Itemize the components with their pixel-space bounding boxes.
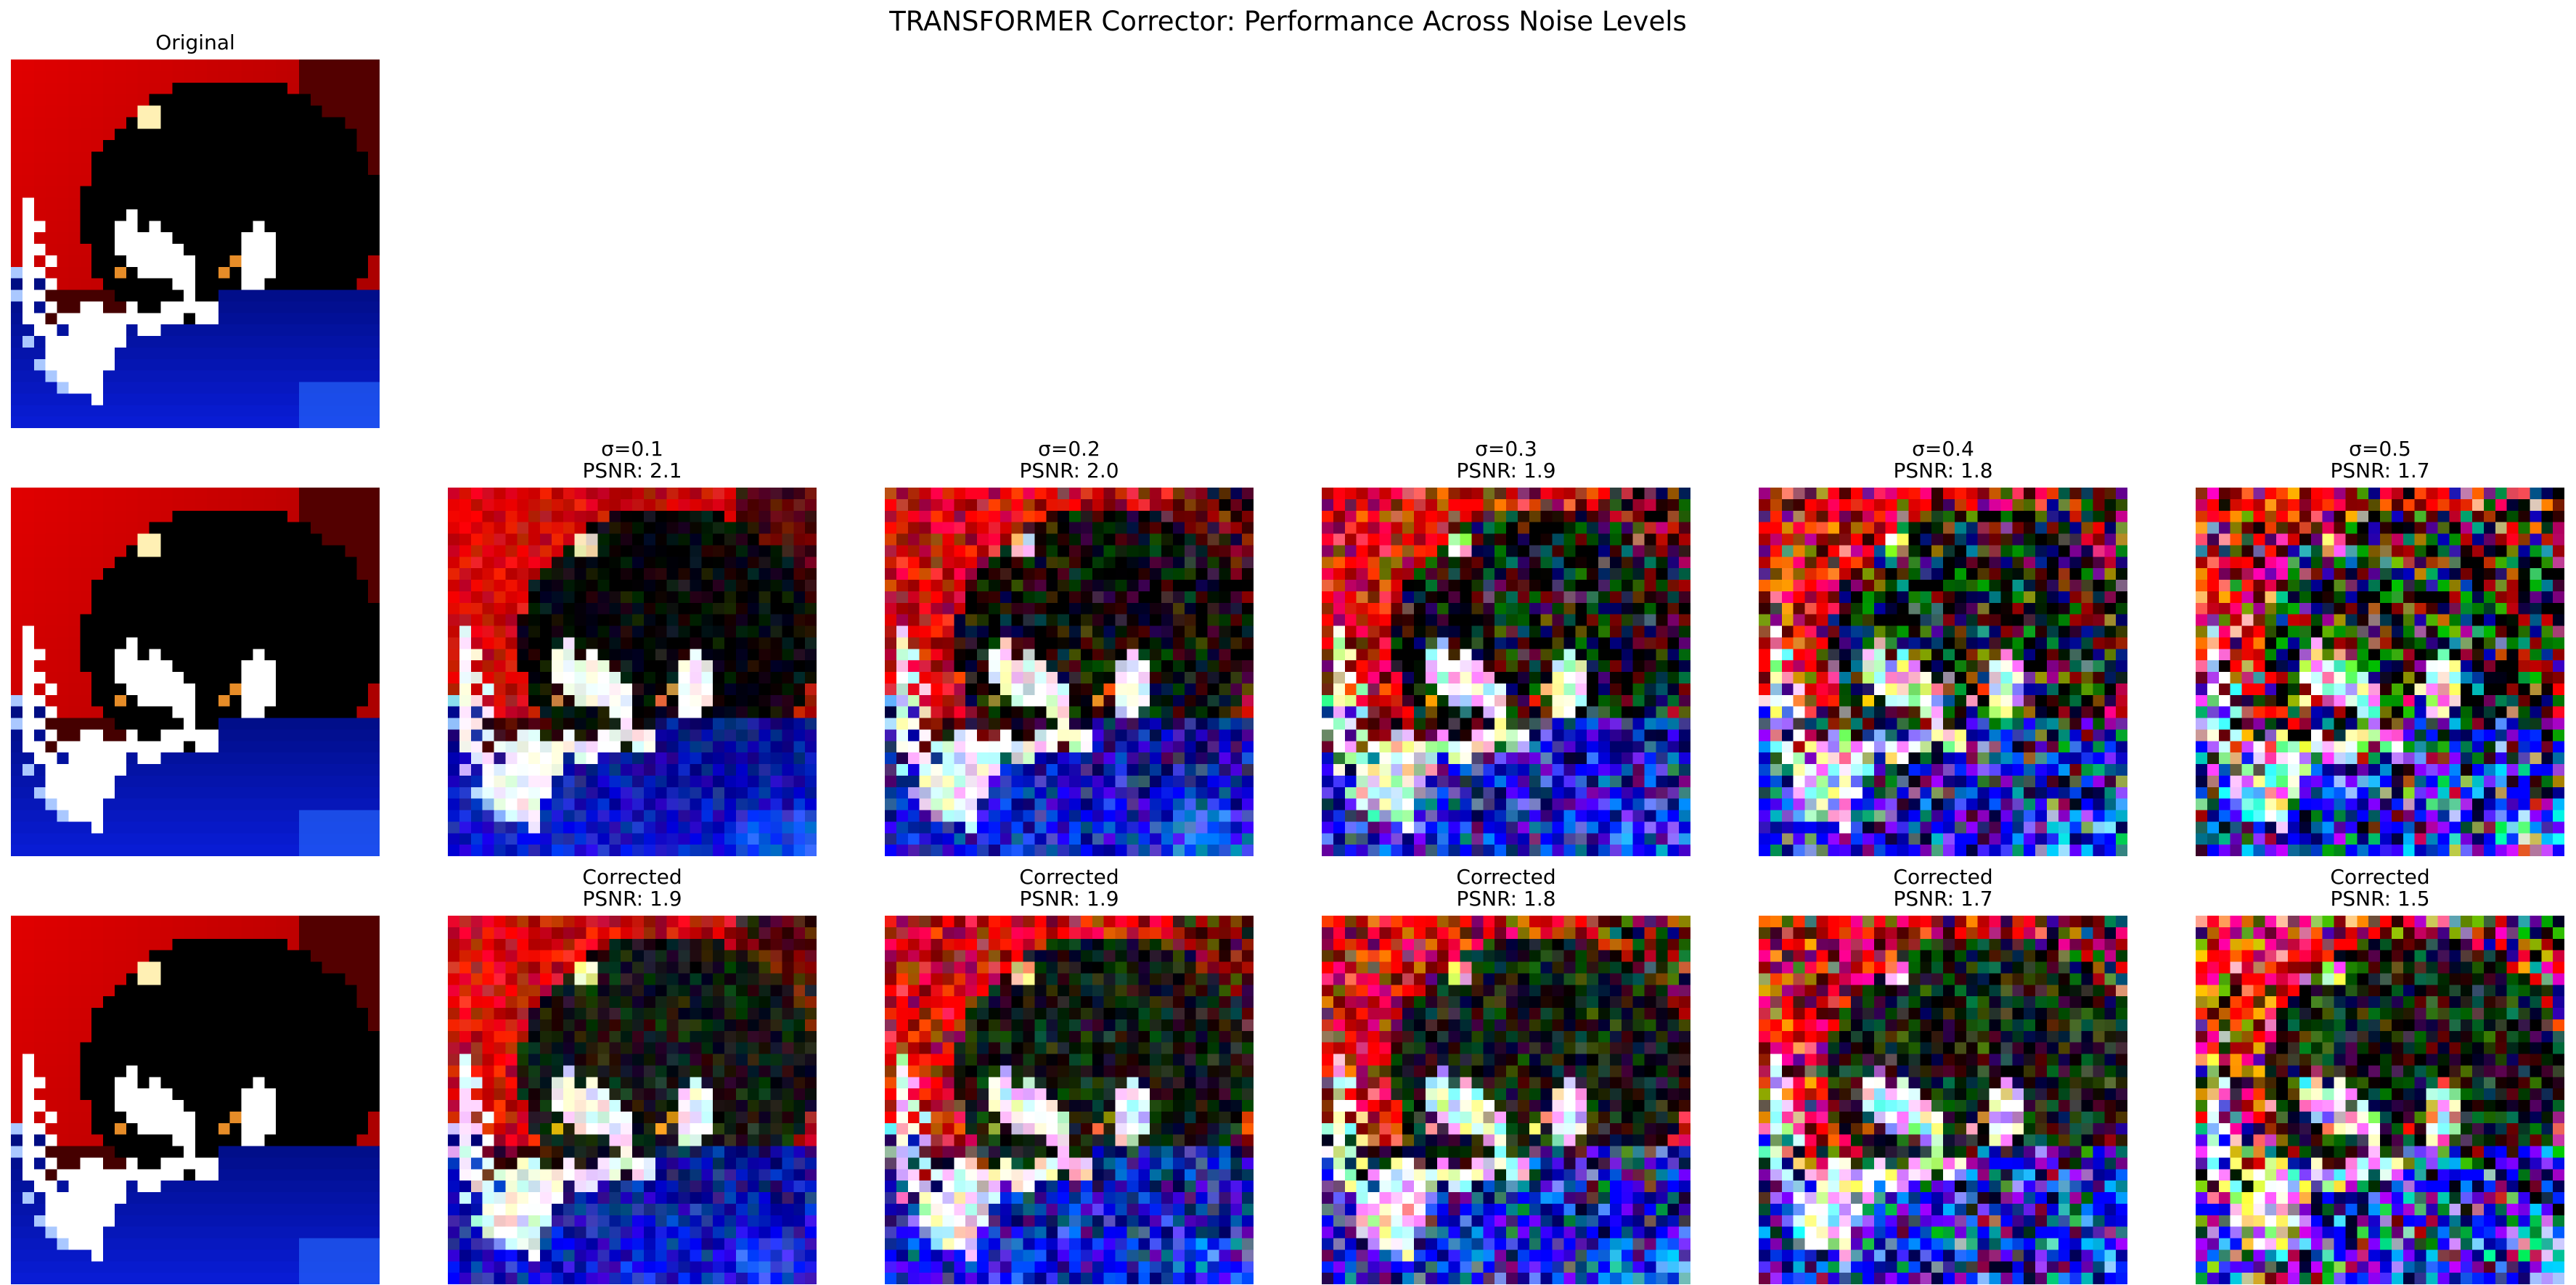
corrected-title-2: Corrected PSNR: 1.9 [885, 866, 1254, 910]
noisy-title-5: σ=0.5 PSNR: 1.7 [2196, 438, 2564, 482]
original-image [11, 59, 380, 428]
noisy-title-1: σ=0.1 PSNR: 2.1 [448, 438, 817, 482]
corrected-title-5: Corrected PSNR: 1.5 [2196, 866, 2564, 910]
corrected-title-5-line-2: PSNR: 1.5 [2330, 887, 2430, 911]
corrected-title-3: Corrected PSNR: 1.8 [1322, 866, 1690, 910]
corrected-title-2-line-2: PSNR: 1.9 [1019, 887, 1119, 911]
corrected-title-4: Corrected PSNR: 1.7 [1759, 866, 2127, 910]
noisy-title-3: σ=0.3 PSNR: 1.9 [1322, 438, 1690, 482]
original-title: Original [11, 32, 380, 54]
noisy-title-4-line-1: σ=0.4 [1912, 437, 1974, 461]
noisy-image-4 [1759, 488, 2127, 856]
original-image-row2 [11, 488, 380, 856]
noisy-image-1 [448, 488, 817, 856]
noisy-title-3-line-1: σ=0.3 [1475, 437, 1537, 461]
noisy-title-5-line-2: PSNR: 1.7 [2330, 459, 2430, 483]
corrected-image-3 [1322, 916, 1690, 1284]
noisy-title-5-line-1: σ=0.5 [2349, 437, 2411, 461]
corrected-title-3-line-2: PSNR: 1.8 [1456, 887, 1556, 911]
corrected-title-1-line-1: Corrected [582, 865, 682, 889]
noisy-title-2-line-2: PSNR: 2.0 [1019, 459, 1119, 483]
noisy-title-2-line-1: σ=0.2 [1038, 437, 1100, 461]
corrected-title-3-line-1: Corrected [1456, 865, 1556, 889]
corrected-image-4 [1759, 916, 2127, 1284]
corrected-image-2 [885, 916, 1254, 1284]
figure-title: TRANSFORMER Corrector: Performance Acros… [889, 6, 1687, 37]
noisy-title-4: σ=0.4 PSNR: 1.8 [1759, 438, 2127, 482]
corrected-title-4-line-2: PSNR: 1.7 [1893, 887, 1993, 911]
corrected-title-2-line-1: Corrected [1019, 865, 1119, 889]
corrected-title-1-line-2: PSNR: 1.9 [582, 887, 682, 911]
original-image-row3 [11, 916, 380, 1284]
corrected-image-1 [448, 916, 817, 1284]
noisy-title-1-line-2: PSNR: 2.1 [582, 459, 682, 483]
corrected-title-5-line-1: Corrected [2330, 865, 2430, 889]
noisy-image-2 [885, 488, 1254, 856]
noisy-title-2: σ=0.2 PSNR: 2.0 [885, 438, 1254, 482]
corrected-title-1: Corrected PSNR: 1.9 [448, 866, 817, 910]
noisy-image-5 [2196, 488, 2564, 856]
original-title-line-1: Original [155, 30, 235, 54]
noisy-title-4-line-2: PSNR: 1.8 [1893, 459, 1993, 483]
noisy-title-1-line-1: σ=0.1 [601, 437, 663, 461]
corrected-image-5 [2196, 916, 2564, 1284]
noisy-title-3-line-2: PSNR: 1.9 [1456, 459, 1556, 483]
corrected-title-4-line-1: Corrected [1893, 865, 1993, 889]
noisy-image-3 [1322, 488, 1690, 856]
